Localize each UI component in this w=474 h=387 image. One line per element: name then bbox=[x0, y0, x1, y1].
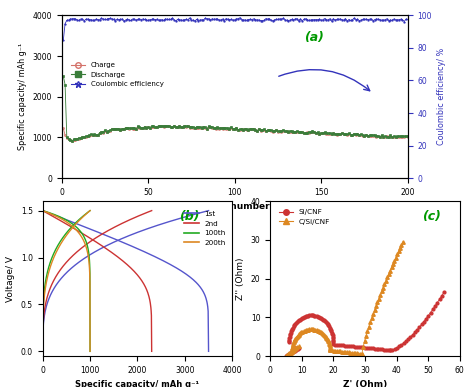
X-axis label: Specific capacity/ mAh g⁻¹: Specific capacity/ mAh g⁻¹ bbox=[75, 380, 200, 387]
Y-axis label: Voltage/ V: Voltage/ V bbox=[6, 256, 15, 301]
Text: (a): (a) bbox=[304, 31, 324, 45]
Y-axis label: Coulombic efficiency/ %: Coulombic efficiency/ % bbox=[438, 48, 447, 146]
Text: (c): (c) bbox=[422, 210, 441, 223]
Text: (b): (b) bbox=[179, 210, 200, 223]
Legend: 1st, 2nd, 100th, 200th: 1st, 2nd, 100th, 200th bbox=[182, 208, 228, 249]
X-axis label: Z' (Ohm): Z' (Ohm) bbox=[343, 380, 387, 387]
Legend: Charge, Discharge, Coulombic efficiency: Charge, Discharge, Coulombic efficiency bbox=[69, 60, 166, 90]
Y-axis label: Z'' (Ohm): Z'' (Ohm) bbox=[236, 257, 245, 300]
X-axis label: Cycle number: Cycle number bbox=[200, 202, 269, 211]
Legend: Si/CNF, C/Si/CNF: Si/CNF, C/Si/CNF bbox=[276, 206, 333, 228]
Y-axis label: Specific capacity/ mAh g⁻¹: Specific capacity/ mAh g⁻¹ bbox=[18, 43, 27, 151]
